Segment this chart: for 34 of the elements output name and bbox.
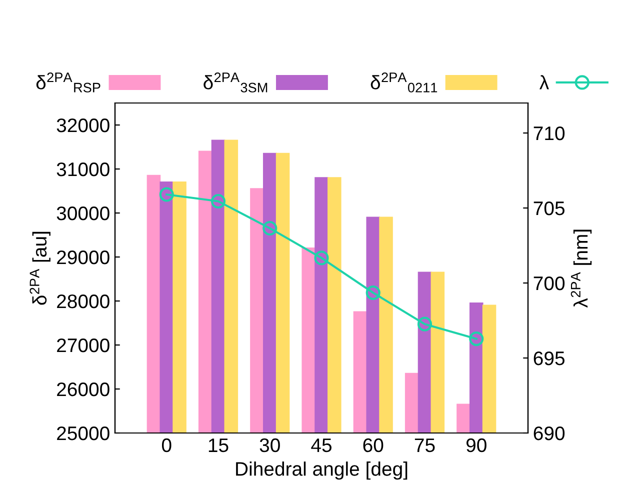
point — [159, 187, 174, 202]
legend-label: δ$^{2PA}$$_{RSP}$ — [36, 72, 100, 92]
point — [314, 250, 329, 266]
y-tick-label: 27000 — [57, 338, 110, 352]
x-axis-title: Dihedral angle [deg] — [236, 462, 408, 480]
y2-tick-label: 700 — [534, 276, 565, 290]
y-tick-label: 29000 — [57, 250, 110, 264]
y2-tick-label: 705 — [534, 201, 564, 216]
y2-tick-label: 695 — [534, 351, 564, 366]
y-axis-title: δ$^{2PA}$ [au] — [30, 232, 50, 305]
x-tick-label: 90 — [466, 438, 486, 452]
y2-axis-title: λ$^{2PA}$ [nm] — [570, 230, 592, 308]
legend-label: δ$^{2PA}$$_{0211}$ — [370, 72, 438, 92]
x-tick-label: 30 — [260, 438, 280, 452]
x-tick-label: 0 — [162, 438, 172, 452]
point — [417, 316, 432, 332]
y-tick-label: 32000 — [56, 118, 110, 132]
y-tick-label: 26000 — [57, 382, 110, 396]
legend-label: δ$^{2PA}$$_{3SM}$ — [204, 72, 268, 92]
y-tick-label: 30000 — [56, 206, 110, 220]
point — [366, 285, 380, 300]
y-tick-label: 28000 — [57, 294, 110, 308]
point — [210, 194, 226, 209]
x-tick-label: 15 — [208, 438, 228, 452]
legend-label: λ — [540, 75, 549, 90]
y2-tick-label: 690 — [534, 426, 565, 440]
y2-tick-label: 710 — [534, 126, 565, 140]
point — [469, 332, 484, 346]
x-tick-label: 75 — [414, 438, 435, 452]
y-tick-label: 31000 — [56, 162, 110, 176]
point — [262, 220, 278, 236]
x-tick-label: 45 — [311, 438, 332, 452]
x-tick-label: 60 — [363, 438, 384, 452]
y-tick-label: 25000 — [57, 426, 110, 440]
